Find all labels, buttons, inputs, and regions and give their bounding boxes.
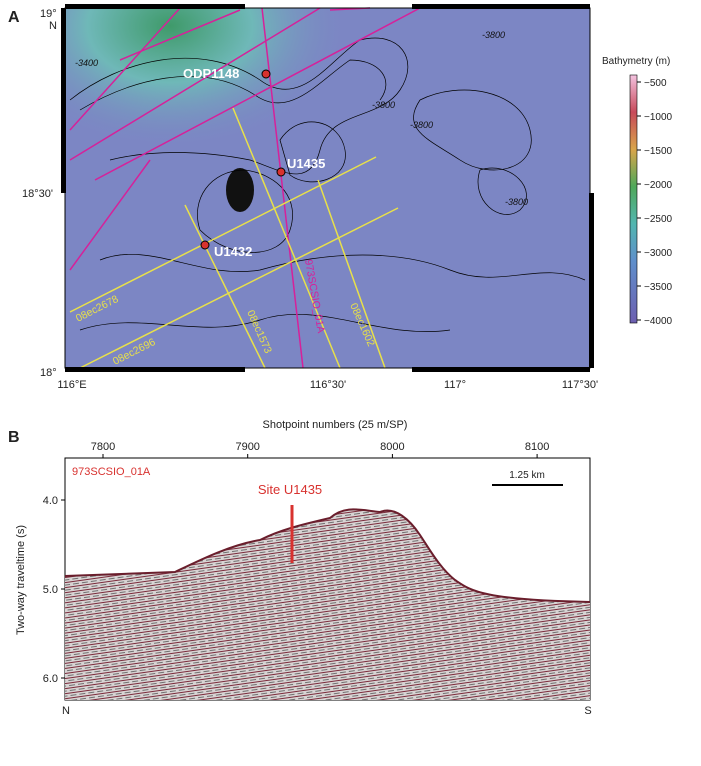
map: ODP1148 U1435 U1432 08ec2678 08ec2696 08… — [61, 4, 594, 372]
site-label: U1432 — [214, 244, 252, 259]
colorbar: Bathymetry (m) −500 −1000 −1500 −2000 −2500 −… — [602, 56, 673, 327]
y-tick-label: 6.0 — [43, 673, 58, 685]
site-marker — [276, 167, 286, 177]
y-tick-label: 4.0 — [43, 495, 58, 507]
colorbar-tick-label: −4000 — [644, 316, 673, 327]
colorbar-tick-label: −1500 — [644, 146, 673, 157]
colorbar-tick-label: −2000 — [644, 180, 673, 191]
colorbar-tick-label: −1000 — [644, 112, 673, 123]
frame-tick — [61, 8, 66, 193]
x-tick-label: 7900 — [235, 441, 259, 453]
lon-label: 117° — [444, 379, 466, 391]
survey-lines — [69, 107, 399, 369]
frame-tick — [412, 4, 590, 9]
contour-label: -3800 — [410, 120, 433, 130]
scale-label: 1.25 km — [509, 470, 545, 481]
frame-tick — [589, 193, 594, 368]
colorbar-tick-label: −3500 — [644, 282, 673, 293]
contour-label: -3400 — [75, 58, 98, 68]
site-marker — [261, 69, 271, 79]
colorbar-bar — [629, 74, 638, 324]
lon-label: 116°30' — [310, 379, 346, 391]
contour-label: -3800 — [372, 100, 395, 110]
sites: ODP1148 U1435 U1432 — [183, 66, 325, 259]
start-label: N — [62, 705, 70, 717]
site-label: ODP1148 — [183, 66, 239, 81]
panel-label: A — [8, 9, 20, 26]
shallow-region — [65, 8, 590, 368]
site-marker — [200, 240, 210, 250]
frame-tick — [65, 367, 245, 372]
lat-label: N — [49, 20, 57, 32]
frame-tick — [412, 367, 590, 372]
site-label: Site U1435 — [258, 482, 322, 497]
line-name: 973SCSIO_01A — [72, 466, 151, 478]
contours — [69, 37, 586, 332]
x-tick-label: 7800 — [91, 441, 115, 453]
y-title: Two-way traveltime (s) — [15, 525, 27, 635]
seamount — [226, 168, 254, 212]
contour-label: -3800 — [482, 30, 505, 40]
panel-label: B — [8, 429, 20, 446]
seafloor — [64, 508, 591, 603]
colorbar-tick-label: −2500 — [644, 214, 673, 225]
y-tick-label: 5.0 — [43, 584, 58, 596]
lon-label: 117°30' — [562, 379, 598, 391]
seismic-reflection — [65, 509, 590, 700]
contour-label: -3800 — [505, 197, 528, 207]
end-label: S — [584, 705, 591, 717]
frame-tick — [65, 4, 245, 9]
lat-label: 19° — [40, 8, 57, 20]
x-title: Shotpoint numbers (25 m/SP) — [263, 419, 408, 431]
colorbar-title: Bathymetry (m) — [602, 56, 670, 67]
track-lines — [69, 7, 421, 369]
lon-label: 116°E — [57, 379, 86, 391]
x-tick-label: 8000 — [380, 441, 404, 453]
colorbar-tick-label: −3000 — [644, 248, 673, 259]
lat-label: 18°30' — [22, 188, 53, 200]
map-frame — [61, 4, 594, 372]
colorbar-tick-label: −500 — [644, 78, 667, 89]
site-label: U1435 — [287, 156, 325, 171]
x-tick-label: 8100 — [525, 441, 549, 453]
lat-label: 18° — [40, 367, 57, 379]
